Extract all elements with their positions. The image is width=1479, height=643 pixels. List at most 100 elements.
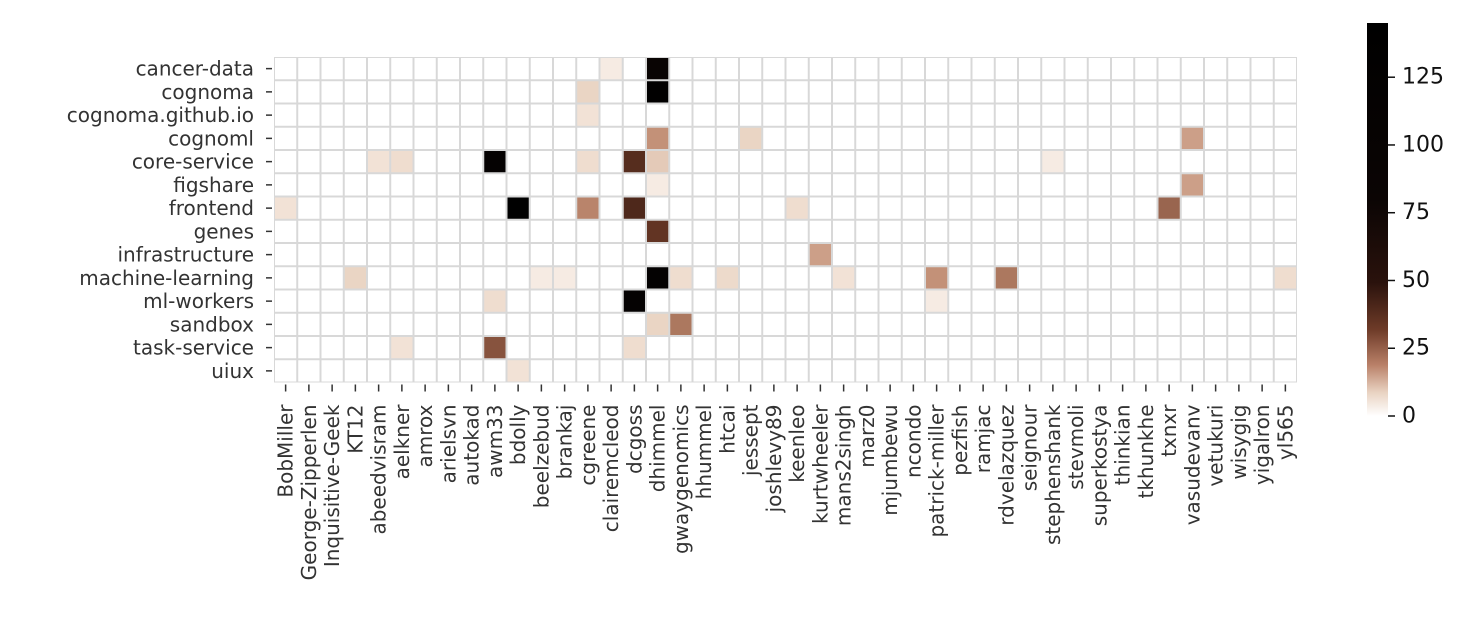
heatmap-cell-empty	[530, 104, 552, 126]
heatmap-cell-empty	[461, 220, 483, 242]
heatmap-cell-empty	[1042, 290, 1064, 312]
x-tick-label: rdvelazquez	[994, 405, 1018, 526]
x-tick-label: thinkian	[1111, 405, 1135, 486]
x-tick-label: wisygig	[1227, 405, 1251, 480]
x-tick-label: clairemcleod	[599, 405, 623, 533]
heatmap-cell-empty	[484, 81, 506, 103]
heatmap-cell-empty	[1065, 174, 1087, 196]
heatmap-cell-empty	[1158, 58, 1180, 80]
x-tick-label: pezfish	[948, 405, 972, 476]
y-tick-label: uiux	[211, 359, 254, 383]
heatmap-cell-empty	[275, 104, 297, 126]
heatmap-cell-empty	[391, 104, 413, 126]
heatmap-cell-empty	[1181, 313, 1203, 335]
heatmap-cell-empty	[740, 197, 762, 219]
heatmap-cell-empty	[600, 220, 622, 242]
heatmap-cell-empty	[786, 290, 808, 312]
heatmap-cell-empty	[995, 220, 1017, 242]
heatmap-cell-empty	[1135, 267, 1157, 289]
heatmap-cell-empty	[321, 290, 343, 312]
x-tick-label: dhimmel	[646, 405, 670, 493]
heatmap-cell-empty	[1274, 220, 1296, 242]
heatmap-cell-empty	[1205, 127, 1227, 149]
heatmap-cell-empty	[693, 220, 715, 242]
heatmap-cell-empty	[368, 244, 390, 266]
heatmap-cell-empty	[1274, 197, 1296, 219]
heatmap-cell-empty	[716, 290, 738, 312]
heatmap-cell-empty	[1042, 81, 1064, 103]
heatmap-cell-empty	[786, 360, 808, 382]
heatmap-cell-empty	[786, 174, 808, 196]
heatmap-cell-empty	[344, 337, 366, 359]
heatmap-cell-empty	[554, 313, 576, 335]
heatmap-cell-empty	[530, 337, 552, 359]
heatmap-cell-empty	[902, 58, 924, 80]
heatmap-cell-empty	[368, 220, 390, 242]
y-tick-label: cancer-data	[136, 57, 254, 81]
heatmap-cell-empty	[321, 197, 343, 219]
heatmap-cell-empty	[1088, 313, 1110, 335]
heatmap-cell-empty	[809, 220, 831, 242]
heatmap-cell-empty	[879, 81, 901, 103]
heatmap-cell-empty	[1228, 360, 1250, 382]
heatmap-cell-empty	[763, 337, 785, 359]
heatmap-cell-empty	[577, 290, 599, 312]
x-tick-label: joshlevy89	[762, 405, 786, 514]
heatmap-cell-empty	[1228, 244, 1250, 266]
heatmap-cell-empty	[1019, 104, 1041, 126]
heatmap-cell-empty	[949, 290, 971, 312]
heatmap-cell-empty	[1019, 127, 1041, 149]
heatmap-cell-empty	[437, 81, 459, 103]
heatmap-cell-empty	[507, 220, 529, 242]
heatmap-cell-empty	[414, 197, 436, 219]
heatmap-cell-empty	[1205, 244, 1227, 266]
heatmap-cell-empty	[554, 58, 576, 80]
heatmap-cell-empty	[972, 127, 994, 149]
heatmap-cell-empty	[368, 313, 390, 335]
heatmap-cell-empty	[879, 360, 901, 382]
heatmap-cell-empty	[716, 81, 738, 103]
heatmap-cell-genes-dhimmel	[647, 220, 669, 242]
heatmap-cell-empty	[740, 337, 762, 359]
x-tick-label: keenleo	[785, 405, 809, 483]
x-tick-label: awm33	[483, 405, 507, 479]
heatmap-cell-empty	[879, 267, 901, 289]
heatmap-cell-empty	[670, 58, 692, 80]
heatmap-cell-empty	[368, 197, 390, 219]
heatmap-cell-empty	[949, 244, 971, 266]
heatmap-cell-empty	[647, 290, 669, 312]
heatmap-cell-empty	[995, 244, 1017, 266]
heatmap-cell-empty	[461, 197, 483, 219]
heatmap-cell-empty	[856, 81, 878, 103]
heatmap-cell-empty	[926, 127, 948, 149]
heatmap-cell-empty	[972, 197, 994, 219]
heatmap-cell-empty	[1181, 290, 1203, 312]
heatmap-cell-empty	[1112, 104, 1134, 126]
heatmap-cell-sandbox-gwaygenomics	[670, 313, 692, 335]
heatmap-cell-empty	[972, 58, 994, 80]
x-tick-label: ramjac	[971, 405, 995, 474]
heatmap-cell-empty	[740, 267, 762, 289]
heatmap-cell-empty	[1135, 313, 1157, 335]
heatmap-cell-empty	[437, 337, 459, 359]
heatmap-cell-empty	[926, 58, 948, 80]
heatmap-cell-empty	[298, 267, 320, 289]
heatmap-cell-empty	[809, 174, 831, 196]
y-tick-label: frontend	[169, 196, 254, 220]
heatmap-cell-empty	[1042, 244, 1064, 266]
heatmap-cell-empty	[1251, 151, 1273, 173]
x-tick-label: stevmoli	[1064, 405, 1088, 490]
heatmap-cell-empty	[647, 197, 669, 219]
heatmap-cell-empty	[321, 360, 343, 382]
heatmap-cell-empty	[298, 174, 320, 196]
heatmap-cell-empty	[856, 127, 878, 149]
heatmap-cell-empty	[1274, 244, 1296, 266]
heatmap-cell-empty	[833, 290, 855, 312]
heatmap-cell-empty	[1019, 313, 1041, 335]
heatmap-cell-empty	[902, 337, 924, 359]
heatmap-cell-empty	[600, 174, 622, 196]
heatmap-cell-core-service-abeedvisram	[368, 151, 390, 173]
heatmap-cell-empty	[530, 197, 552, 219]
heatmap-cell-empty	[1065, 290, 1087, 312]
